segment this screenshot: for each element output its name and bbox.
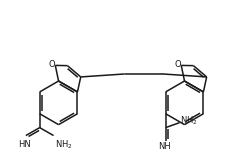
Text: HN: HN bbox=[18, 140, 31, 149]
Text: NH$_2$: NH$_2$ bbox=[180, 114, 197, 127]
Text: NH: NH bbox=[158, 142, 170, 152]
Text: NH$_2$: NH$_2$ bbox=[54, 139, 72, 151]
Text: O: O bbox=[48, 60, 55, 69]
Text: O: O bbox=[174, 60, 180, 69]
